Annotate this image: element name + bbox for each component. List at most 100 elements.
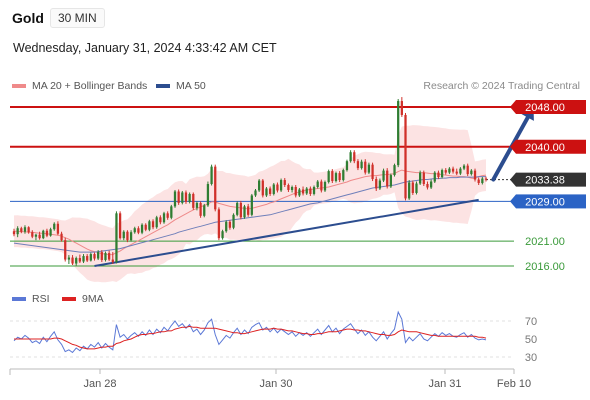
level-label-2040.00: 2040.00 <box>525 142 565 154</box>
legend-rsi: RSI <box>12 293 50 305</box>
candle <box>345 161 349 171</box>
rsi-panel: 70 50 30 <box>10 310 537 364</box>
candle <box>470 170 473 175</box>
candle <box>78 258 81 262</box>
candle <box>422 172 425 185</box>
level-label-2016.00: 2016.00 <box>525 261 565 273</box>
candle <box>258 180 261 191</box>
rsi-line <box>13 310 487 354</box>
candle <box>481 178 484 184</box>
candle <box>16 228 19 235</box>
legend-label-ma50: MA 50 <box>176 80 206 92</box>
candle <box>221 231 224 239</box>
candle <box>137 228 140 233</box>
candle <box>279 180 283 191</box>
candle <box>129 232 133 241</box>
candle <box>155 217 158 228</box>
candle <box>177 191 180 203</box>
candle <box>34 234 38 237</box>
candle <box>323 182 327 191</box>
candle <box>433 172 436 182</box>
candle <box>243 206 246 218</box>
candle <box>404 114 407 199</box>
candle <box>386 170 389 187</box>
candle <box>408 182 411 199</box>
timestamp: Wednesday, January 31, 2024 4:33:42 AM C… <box>13 41 277 55</box>
candle <box>415 183 418 193</box>
level-badge-2048.00 <box>516 100 586 114</box>
candle <box>181 192 184 203</box>
candle <box>31 232 34 237</box>
level-badge-pointer <box>510 139 516 154</box>
candle <box>203 205 206 216</box>
candle <box>166 213 169 218</box>
level-badge-2029.00 <box>516 194 586 209</box>
candle <box>444 170 447 173</box>
moving-averages-layer <box>13 169 487 256</box>
candle <box>225 221 228 232</box>
candle <box>27 227 30 233</box>
candle <box>126 231 129 241</box>
candle <box>206 184 210 206</box>
legend-label-ma20: MA 20 + Bollinger Bands <box>32 80 148 92</box>
candle <box>477 179 480 184</box>
candle <box>49 229 52 236</box>
candle <box>188 193 191 202</box>
candle <box>239 202 242 218</box>
candle <box>100 252 103 261</box>
candle <box>367 164 371 173</box>
candle <box>389 175 393 187</box>
rsi-tick-50: 50 <box>525 334 537 346</box>
candle <box>272 184 275 194</box>
level-badge-2040.00 <box>516 139 586 154</box>
legend-swatch-rsi <box>12 297 26 301</box>
rsi-tick-30: 30 <box>525 352 537 364</box>
candle <box>214 166 217 210</box>
candle <box>419 172 422 184</box>
candle <box>393 165 396 176</box>
time-axis: Jan 28 Jan 30 Jan 31 Feb 10 <box>9 368 531 390</box>
candle <box>334 173 338 182</box>
candle <box>459 168 462 174</box>
candle <box>118 213 122 239</box>
level-labels-layer: 2048.00 2040.00 2029.00 2021.00 2016.00 2033.… <box>510 100 586 273</box>
candle <box>210 166 213 185</box>
candle <box>53 223 56 230</box>
candle <box>426 184 429 188</box>
rsi-tick-70: 70 <box>525 316 537 328</box>
candle <box>411 182 414 193</box>
candle <box>93 254 96 259</box>
candle <box>451 168 455 172</box>
candle <box>45 230 49 236</box>
candle <box>23 227 27 232</box>
candle <box>309 188 312 194</box>
candle <box>400 101 403 115</box>
candle <box>170 206 173 218</box>
candle <box>261 180 264 196</box>
candle <box>97 252 100 259</box>
candle <box>382 170 385 181</box>
ma20-line <box>14 169 487 256</box>
candle <box>151 221 155 228</box>
instrument-title: Gold <box>12 10 44 26</box>
timeframe-badge[interactable]: 30 MIN <box>50 8 105 28</box>
candle <box>12 231 16 235</box>
candle <box>236 202 239 215</box>
legend-ma20: MA 20 + Bollinger Bands <box>12 80 147 92</box>
candle <box>115 213 118 263</box>
legend-swatch-ma20 <box>12 84 26 88</box>
candle <box>82 256 85 262</box>
legend-swatch-9ma <box>62 297 76 301</box>
candle <box>371 164 374 180</box>
candle <box>217 209 221 239</box>
candle <box>320 181 323 191</box>
candle <box>148 221 151 230</box>
candle <box>60 233 63 241</box>
level-badge-pointer <box>510 194 516 209</box>
candle <box>298 189 301 196</box>
candle <box>290 186 294 190</box>
candle <box>265 188 268 196</box>
candle <box>462 165 466 169</box>
legend-label-rsi: RSI <box>32 293 50 305</box>
